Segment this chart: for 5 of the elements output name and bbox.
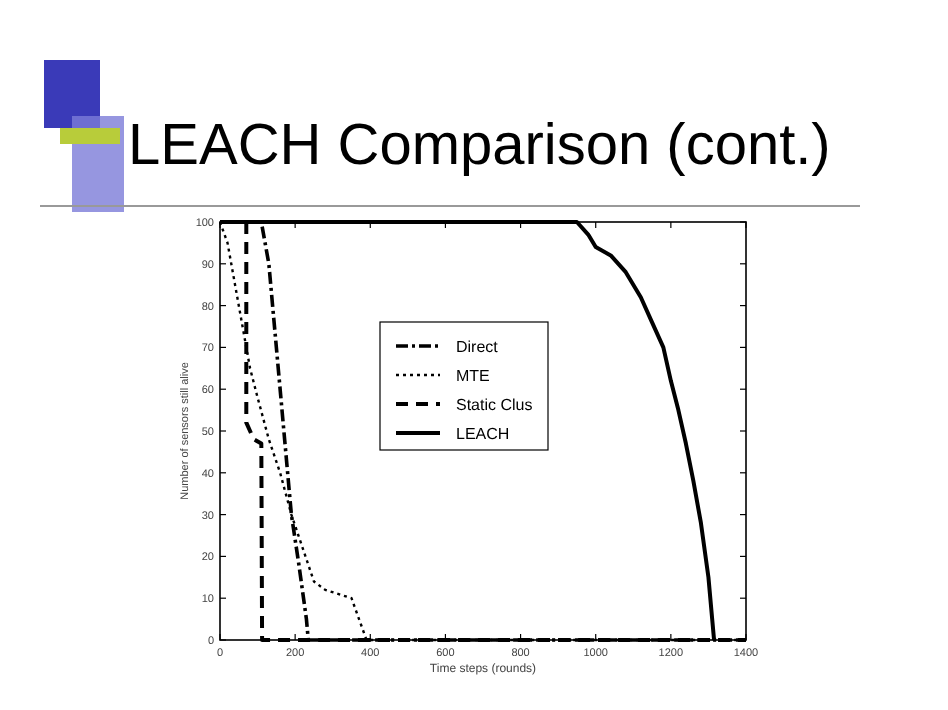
- legend-label: Static Clus: [456, 396, 533, 414]
- legend-label: MTE: [456, 367, 490, 385]
- chart-title: LEACH Comparison (cont.): [128, 114, 831, 178]
- legend-label: Direct: [456, 338, 500, 356]
- legend-label: LEACH: [456, 425, 510, 443]
